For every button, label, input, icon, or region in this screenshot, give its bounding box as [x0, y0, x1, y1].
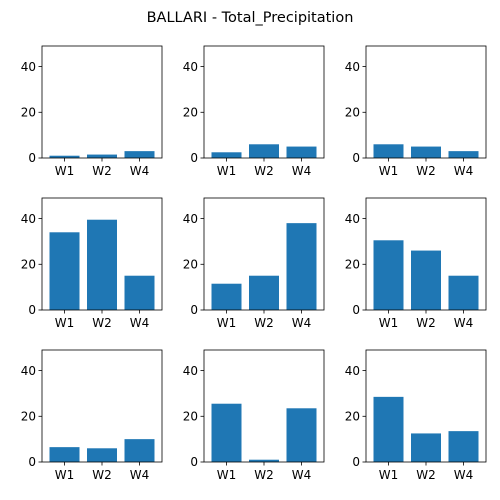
x-tick-label: W2 — [92, 468, 112, 482]
y-tick-label: 0 — [28, 455, 36, 469]
bar-w2 — [87, 219, 117, 310]
subplot-9: 0 20 40 W1 W2 W4 — [345, 349, 487, 482]
subplot-3: 0 20 40 W1 W2 W4 — [345, 45, 487, 178]
y-tick-label: 40 — [21, 212, 36, 226]
subplot-5: 0 20 40 W1 W2 W4 — [183, 197, 325, 330]
y-tick-label: 0 — [190, 303, 198, 317]
x-tick-label: W1 — [55, 164, 75, 178]
bar-w2 — [249, 459, 279, 462]
bar-w1 — [49, 155, 80, 158]
bar-w4 — [448, 431, 479, 462]
y-tick-label: 0 — [190, 151, 198, 165]
bar-w2 — [249, 275, 279, 310]
y-tick-label: 40 — [183, 364, 198, 378]
bar-w4 — [286, 223, 317, 310]
y-tick-label: 20 — [345, 257, 360, 271]
y-tick-label: 20 — [345, 105, 360, 119]
y-tick-label: 40 — [183, 212, 198, 226]
x-tick-label: W4 — [292, 316, 312, 330]
bar-w1 — [373, 396, 404, 462]
y-tick-label: 40 — [345, 364, 360, 378]
y-tick-label: 40 — [183, 60, 198, 74]
x-tick-label: W1 — [217, 164, 237, 178]
x-tick-label: W4 — [292, 468, 312, 482]
x-tick-label: W1 — [379, 316, 399, 330]
bar-w2 — [87, 154, 117, 158]
bar-w4 — [448, 151, 479, 158]
bar-w2 — [87, 448, 117, 462]
y-tick-label: 20 — [21, 409, 36, 423]
bar-w2 — [411, 433, 441, 462]
x-tick-label: W4 — [454, 164, 474, 178]
x-tick-label: W2 — [92, 316, 112, 330]
x-tick-label: W4 — [130, 468, 150, 482]
x-tick-label: W1 — [217, 468, 237, 482]
y-tick-label: 0 — [352, 455, 360, 469]
y-tick-label: 40 — [21, 364, 36, 378]
x-tick-label: W2 — [416, 164, 436, 178]
y-tick-label: 40 — [21, 60, 36, 74]
bar-w4 — [124, 275, 155, 310]
x-tick-label: W2 — [416, 468, 436, 482]
x-tick-label: W4 — [454, 316, 474, 330]
bar-w1 — [211, 283, 242, 310]
x-tick-label: W4 — [130, 164, 150, 178]
bar-w4 — [448, 275, 479, 310]
bar-w1 — [49, 232, 80, 310]
y-tick-label: 0 — [28, 151, 36, 165]
y-tick-label: 40 — [345, 212, 360, 226]
y-tick-label: 40 — [345, 60, 360, 74]
y-tick-label: 20 — [183, 257, 198, 271]
bar-w2 — [411, 250, 441, 310]
x-tick-label: W2 — [254, 316, 274, 330]
bar-w4 — [286, 408, 317, 462]
bar-w4 — [124, 151, 155, 158]
x-tick-label: W1 — [379, 468, 399, 482]
x-tick-label: W4 — [454, 468, 474, 482]
y-tick-label: 20 — [345, 409, 360, 423]
figure-title: BALLARI - Total_Precipitation — [147, 10, 354, 26]
subplot-7: 0 20 40 W1 W2 W4 — [21, 349, 163, 482]
bar-w4 — [286, 146, 317, 158]
x-tick-label: W1 — [55, 468, 75, 482]
subplot-2: 0 20 40 W1 W2 W4 — [183, 45, 325, 178]
bar-w1 — [373, 240, 404, 310]
subplot-4: 0 20 40 W1 W2 W4 — [21, 197, 163, 330]
x-tick-label: W1 — [379, 164, 399, 178]
subplot-8: 0 20 40 W1 W2 W4 — [183, 349, 325, 482]
y-tick-label: 0 — [352, 303, 360, 317]
y-tick-label: 0 — [190, 455, 198, 469]
bar-w1 — [49, 447, 80, 462]
bar-w1 — [373, 144, 404, 158]
subplot-1: 0 20 40 W1 W2 W4 — [21, 45, 163, 178]
x-tick-label: W2 — [254, 468, 274, 482]
x-tick-label: W4 — [292, 164, 312, 178]
y-tick-label: 20 — [183, 105, 198, 119]
x-tick-label: W4 — [130, 316, 150, 330]
bar-w2 — [411, 146, 441, 158]
y-tick-label: 20 — [21, 257, 36, 271]
x-tick-label: W1 — [55, 316, 75, 330]
bar-w1 — [211, 152, 242, 158]
x-tick-label: W1 — [217, 316, 237, 330]
subplots-grid: 0 20 40 W1 W2 W4 0 20 40 W1 W2 W4 0 20 40 W1 W2 W4 0 20 40 W1… — [21, 45, 487, 482]
x-tick-label: W2 — [416, 316, 436, 330]
bar-w1 — [211, 403, 242, 462]
y-tick-label: 0 — [352, 151, 360, 165]
y-tick-label: 20 — [21, 105, 36, 119]
subplot-6: 0 20 40 W1 W2 W4 — [345, 197, 487, 330]
y-tick-label: 20 — [183, 409, 198, 423]
bar-w2 — [249, 144, 279, 158]
y-tick-label: 0 — [28, 303, 36, 317]
x-tick-label: W2 — [92, 164, 112, 178]
bar-w4 — [124, 439, 155, 462]
x-tick-label: W2 — [254, 164, 274, 178]
